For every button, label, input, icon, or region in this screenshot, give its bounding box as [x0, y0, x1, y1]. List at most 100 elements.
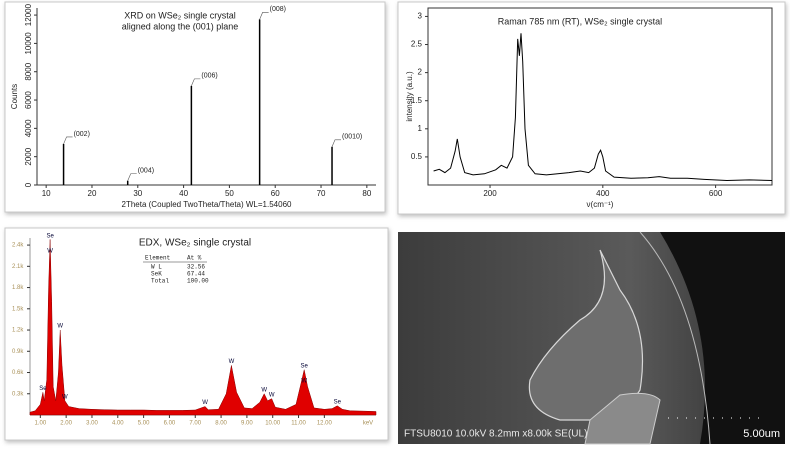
y-tick-label: 0.9k	[12, 349, 24, 355]
table-cell: Total	[151, 278, 169, 285]
peak-label: W	[261, 387, 267, 393]
x-tick-label: 3.00	[86, 421, 98, 427]
y-tick-label: 12000	[24, 3, 33, 26]
x-tick-label: 4.00	[112, 421, 124, 427]
table-cell: W L	[151, 264, 162, 271]
peak-leader	[331, 139, 342, 147]
x-tick-label: 11.00	[291, 421, 306, 427]
x-tick-label: 30	[133, 189, 142, 198]
y-tick-label: 2.5	[411, 40, 423, 49]
peak-label: W	[202, 400, 208, 406]
y-tick-label: 0.3k	[12, 391, 24, 397]
peak-label: Se	[39, 386, 47, 392]
x-axis-label: keV	[363, 421, 373, 427]
sem-dark-region	[660, 232, 785, 444]
chart-title: Raman 785 nm (RT), WSe₂ single crystal	[498, 16, 662, 26]
raman-panel	[397, 1, 786, 215]
sem-image: FTSU8010 10.0kV 8.2mm x8.00k SE(UL) 5.00…	[398, 231, 785, 445]
peak-leader	[63, 136, 73, 145]
y-tick-label: 1.8k	[12, 285, 24, 291]
x-tick-label: 10	[42, 189, 51, 198]
y-axis-label: Counts	[10, 84, 19, 109]
y-tick-label: 1.2k	[12, 328, 24, 334]
peak-label: W	[47, 249, 53, 255]
x-axis-label: ν(cm⁻¹)	[587, 200, 614, 209]
x-tick-label: 1.00	[34, 421, 46, 427]
table-cell: 67.44	[187, 271, 205, 278]
y-tick-label: 1.5k	[12, 306, 24, 312]
peak-label: W	[57, 324, 63, 330]
edx-panel	[4, 227, 389, 441]
table-header: Element	[145, 255, 170, 262]
y-tick-label: 10000	[24, 32, 33, 55]
x-tick-label: 8.00	[215, 421, 227, 427]
sem-scale: 5.00um	[743, 428, 780, 440]
peak-label: (008)	[270, 6, 286, 13]
table-cell: SeK	[151, 271, 162, 278]
x-tick-label: 12.00	[317, 421, 333, 427]
x-tick-label: 2.00	[60, 421, 72, 427]
sem-edge-line	[639, 231, 711, 445]
x-tick-label: 80	[362, 189, 371, 198]
y-tick-label: 1	[418, 124, 423, 133]
x-axis-label: 2Theta (Coupled TwoTheta/Theta) WL=1.540…	[122, 200, 293, 209]
x-tick-label: 50	[225, 189, 234, 198]
sem-info: FTSU8010 10.0kV 8.2mm x8.00k SE(UL)	[404, 429, 587, 440]
y-tick-label: 8000	[24, 62, 33, 80]
peak-label: Se	[334, 399, 342, 405]
x-tick-label: 600	[709, 189, 723, 198]
chart-area: 1.00 2.00 3.00 4.00 5.00 6.00 7.00 8.00 9.00 10.0…	[12, 234, 377, 427]
y-tick-label: 0.5	[411, 152, 423, 161]
chart-stem: 10 20 30 40 50 60 70 80 0 2000 4000 6000 8000 10000 12…	[10, 3, 376, 209]
peak-leader	[127, 173, 137, 181]
y-tick-label: 6000	[24, 91, 33, 109]
table-cell: 100.00	[187, 278, 209, 285]
x-tick-label: 9.00	[241, 421, 253, 427]
sem-flake-edge	[584, 392, 661, 445]
peak-label: (006)	[201, 73, 217, 80]
sem-flake	[528, 249, 644, 421]
peak-leader	[259, 12, 269, 20]
table-header: At %	[187, 255, 202, 262]
peak-leader	[191, 78, 201, 86]
spectrum-area	[29, 239, 377, 416]
plot-frame	[427, 7, 773, 186]
y-tick-label: 1.5	[411, 96, 423, 105]
x-tick-label: 70	[317, 189, 326, 198]
y-tick-label: 4000	[24, 119, 33, 137]
x-tick-label: 20	[88, 189, 97, 198]
chart-title: XRD on WSe₂ single crystal	[124, 10, 236, 20]
spectrum-line	[433, 33, 773, 182]
peak-label: W	[301, 378, 307, 384]
x-tick-label: 6.00	[164, 421, 176, 427]
peak-label: W	[229, 359, 235, 365]
chart-title: EDX, WSe₂ single crystal	[139, 238, 251, 249]
table-cell: 32.56	[187, 264, 205, 271]
chart-title: aligned along the (001) plane	[122, 21, 239, 31]
peak-label: Se	[46, 234, 54, 240]
x-tick-label: 7.00	[189, 421, 201, 427]
y-tick-label: 2	[418, 68, 423, 77]
peak-label: Se	[301, 363, 309, 369]
y-tick-label: 2.1k	[12, 264, 24, 270]
peak-label: W	[269, 392, 275, 398]
peak-label: (0010)	[342, 134, 362, 141]
peak-label: (004)	[138, 168, 154, 175]
y-tick-label: 0	[24, 182, 33, 187]
peak-label: (002)	[74, 131, 90, 138]
y-tick-label: 3	[418, 12, 423, 21]
xrd-panel	[4, 1, 386, 213]
chart-line: 200 400 600 0.5 1 1.5 2 2.5 3 Raman 785 nm (RT), …	[405, 7, 773, 209]
y-tick-label: 0.6k	[12, 370, 24, 376]
x-tick-label: 400	[596, 189, 610, 198]
x-tick-label: 5.00	[138, 421, 150, 427]
y-tick-label: 2000	[24, 147, 33, 165]
x-tick-label: 10.00	[265, 421, 281, 427]
x-tick-label: 60	[271, 189, 280, 198]
x-tick-label: 40	[179, 189, 188, 198]
peak-label: W	[62, 394, 68, 400]
y-axis-label: intensity (a.u.)	[405, 71, 414, 122]
x-tick-label: 200	[483, 189, 497, 198]
y-tick-label: 2.4k	[12, 243, 24, 249]
